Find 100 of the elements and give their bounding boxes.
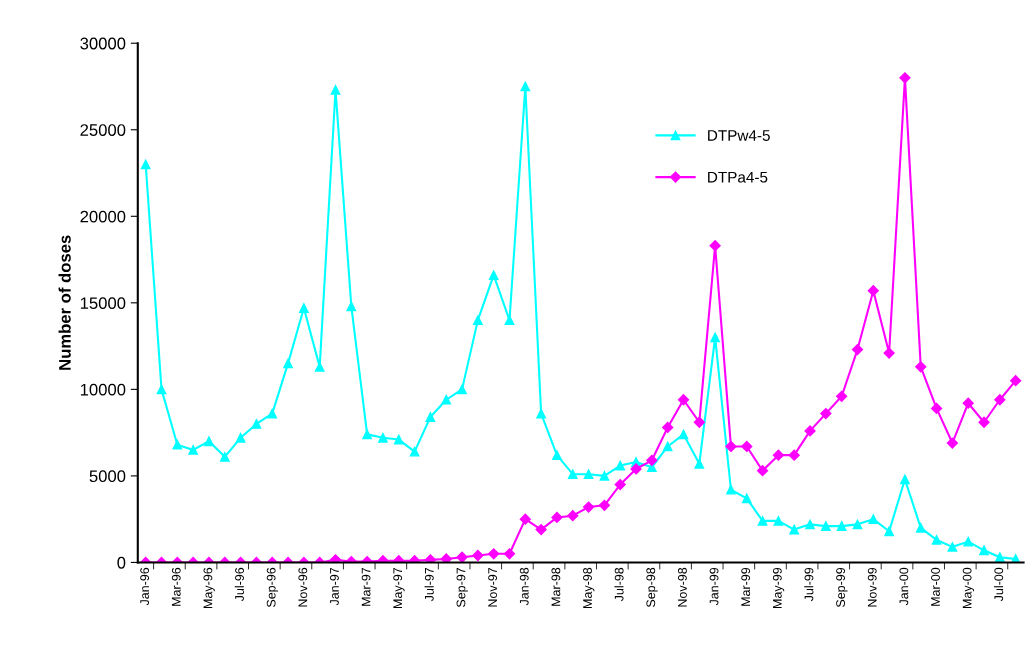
point bbox=[219, 452, 230, 462]
point bbox=[472, 549, 484, 562]
point bbox=[820, 407, 832, 420]
x-tick-label: Sep-99 bbox=[836, 567, 848, 608]
point bbox=[693, 416, 705, 428]
point bbox=[440, 553, 452, 563]
point bbox=[188, 445, 199, 455]
y-tick-label: 5000 bbox=[89, 470, 126, 483]
x-tick-label: Jul-98 bbox=[614, 567, 624, 602]
point bbox=[330, 85, 341, 95]
point bbox=[772, 449, 785, 461]
point bbox=[756, 465, 769, 477]
point bbox=[900, 474, 910, 485]
x-tick-label: Jan-00 bbox=[899, 567, 909, 606]
point bbox=[1010, 375, 1022, 387]
point bbox=[535, 523, 547, 536]
point bbox=[788, 449, 800, 461]
x-tick-label: Jan-99 bbox=[709, 567, 719, 606]
point bbox=[299, 303, 309, 313]
x-tick-label: May-97 bbox=[393, 567, 405, 608]
point bbox=[551, 511, 563, 524]
point bbox=[251, 419, 262, 429]
x-tick-label: Mar-00 bbox=[931, 567, 940, 606]
x-tick-label: Nov-97 bbox=[488, 567, 498, 607]
point bbox=[536, 408, 546, 419]
point bbox=[725, 440, 737, 453]
point bbox=[868, 514, 879, 525]
point bbox=[614, 478, 626, 491]
point bbox=[488, 548, 500, 560]
point bbox=[710, 332, 720, 343]
point bbox=[678, 429, 689, 440]
point bbox=[457, 384, 467, 395]
point bbox=[804, 425, 816, 437]
y-tick-label: 10000 bbox=[80, 383, 126, 396]
point bbox=[582, 501, 595, 513]
x-tick-label: May-96 bbox=[203, 567, 215, 608]
point bbox=[741, 493, 752, 504]
x-tick-label: Mar-99 bbox=[741, 567, 751, 606]
point bbox=[836, 390, 848, 402]
point bbox=[552, 450, 562, 460]
point bbox=[773, 516, 784, 526]
point bbox=[979, 545, 989, 556]
point bbox=[504, 315, 515, 325]
point bbox=[456, 551, 468, 563]
point bbox=[662, 441, 673, 452]
point bbox=[915, 522, 926, 533]
point bbox=[930, 402, 943, 415]
point bbox=[314, 362, 325, 372]
point bbox=[615, 460, 626, 471]
point bbox=[473, 315, 483, 325]
x-tick-label: May-99 bbox=[772, 567, 785, 608]
point bbox=[156, 384, 167, 395]
legend-label: DTPw4-5 bbox=[708, 130, 770, 141]
point bbox=[805, 519, 815, 530]
point bbox=[867, 285, 879, 297]
y-tick-label: 0 bbox=[117, 556, 126, 569]
x-tick-label: Jan-96 bbox=[140, 567, 150, 606]
point bbox=[598, 499, 611, 511]
point bbox=[915, 361, 927, 373]
point bbox=[583, 469, 594, 480]
point bbox=[994, 394, 1006, 406]
x-tick-label: Nov-99 bbox=[867, 567, 877, 607]
point bbox=[789, 524, 800, 535]
x-tick-label: Mar-97 bbox=[361, 567, 371, 606]
x-tick-label: Jan-98 bbox=[519, 567, 529, 606]
point bbox=[899, 72, 911, 84]
x-tick-label: Jul-97 bbox=[424, 567, 434, 602]
point bbox=[883, 347, 895, 359]
point bbox=[283, 358, 293, 369]
point bbox=[599, 471, 610, 481]
x-tick-label: Nov-98 bbox=[678, 567, 687, 607]
x-tick-label: Nov-96 bbox=[298, 567, 308, 607]
point bbox=[235, 432, 246, 443]
point bbox=[741, 440, 753, 453]
point bbox=[567, 469, 578, 480]
y-tick-label: 20000 bbox=[80, 210, 126, 223]
y-tick-label: 30000 bbox=[80, 37, 126, 50]
legend-label: DTPa4-5 bbox=[708, 171, 768, 183]
x-tick-label: Mar-96 bbox=[171, 567, 181, 606]
point bbox=[140, 159, 151, 170]
point bbox=[820, 521, 831, 531]
point bbox=[267, 408, 278, 419]
point bbox=[662, 421, 674, 434]
x-tick-label: May-98 bbox=[583, 567, 595, 608]
x-tick-label: Jul-00 bbox=[994, 567, 1004, 602]
point bbox=[709, 240, 721, 252]
x-tick-label: Jul-99 bbox=[804, 567, 814, 602]
point bbox=[726, 484, 736, 495]
point bbox=[946, 437, 958, 449]
point bbox=[962, 397, 974, 409]
y-tick-label: 25000 bbox=[80, 124, 126, 136]
point bbox=[852, 519, 863, 530]
point bbox=[851, 343, 864, 356]
point bbox=[425, 412, 436, 422]
point bbox=[204, 436, 214, 447]
x-tick-label: Sep-96 bbox=[266, 567, 279, 608]
point bbox=[503, 548, 516, 560]
y-axis-title: Number of doses bbox=[58, 235, 71, 370]
point bbox=[519, 513, 531, 525]
y-tick-label: 15000 bbox=[80, 297, 126, 310]
